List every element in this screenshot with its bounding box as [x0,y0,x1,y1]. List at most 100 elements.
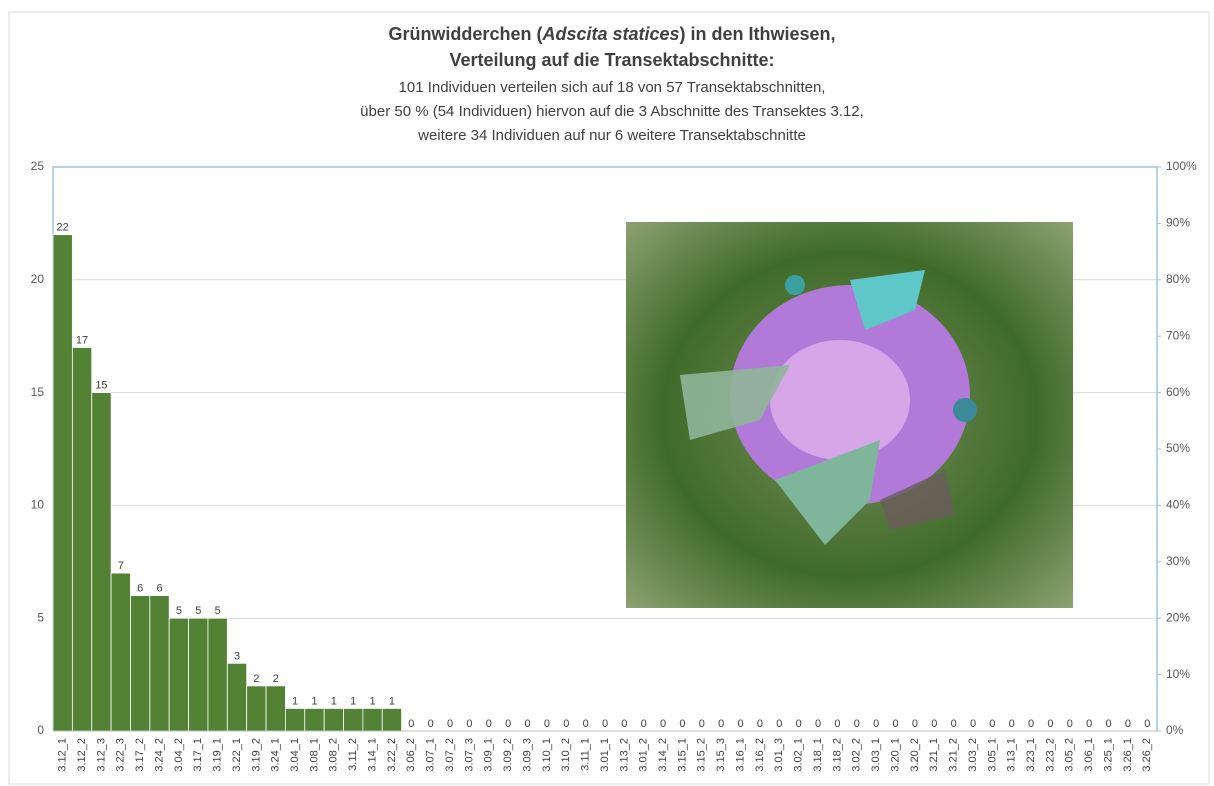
bar [72,347,91,731]
data-label: 0 [951,718,957,730]
x-tick-label: 3.04_1 [289,738,301,772]
x-tick-label: 3.19_2 [250,738,262,772]
x-tick-label: 3.05_1 [986,738,998,772]
x-tick-label: 3.01_1 [599,738,611,772]
y-tick-label: 25 [31,159,45,173]
chart: Grünwidderchen (Adscita statices) in den… [0,0,1214,786]
data-label: 0 [408,718,414,730]
bar [169,618,188,731]
data-label: 0 [1144,718,1150,730]
x-tick-label: 3.23_2 [1044,738,1056,772]
data-label: 0 [776,718,782,730]
y2-tick-label: 90% [1166,216,1190,230]
data-label: 0 [1028,718,1034,730]
data-label: 1 [370,695,376,707]
photo [626,222,1073,608]
y-tick-label: 5 [37,610,44,624]
data-label: 0 [931,718,937,730]
data-label: 0 [1106,718,1112,730]
y2-tick-label: 30% [1166,554,1190,568]
y2-tick-label: 70% [1166,328,1190,342]
x-tick-label: 3.21_1 [928,738,940,772]
bar [92,393,111,731]
x-tick-label: 3.06_2 [405,738,417,772]
data-label: 0 [738,718,744,730]
data-label: 5 [195,605,201,617]
x-tick-label: 3.17_1 [192,738,204,772]
x-tick-label: 3.11_2 [347,738,359,771]
bar [382,708,401,731]
data-label: 0 [1086,718,1092,730]
x-tick-label: 3.11_1 [580,738,592,771]
data-label: 5 [176,605,182,617]
x-tick-label: 3.22_3 [115,738,127,772]
data-label: 0 [989,718,995,730]
x-tick-label: 3.02_1 [793,738,805,772]
data-label: 0 [428,718,434,730]
bar [111,573,130,731]
x-tick-label: 3.22_2 [386,738,398,772]
x-tick-label: 3.01_3 [773,738,785,772]
title-part: ) in den Ithwiesen, [680,24,836,44]
x-tick-label: 3.23_1 [1025,738,1037,772]
x-tick-label: 3.14_2 [657,738,669,772]
data-label: 0 [1067,718,1073,730]
bar [324,708,343,731]
data-label: 1 [350,695,356,707]
y2-tick-label: 100% [1166,159,1197,173]
data-label: 6 [156,583,162,595]
x-tick-label: 3.09_2 [502,738,514,772]
x-tick-label: 3.15_2 [696,738,708,772]
data-label: 15 [95,380,107,392]
x-tick-label: 3.08_2 [328,738,340,772]
x-tick-label: 3.12_2 [76,738,88,772]
data-label: 0 [641,718,647,730]
data-label: 22 [57,222,69,234]
data-label: 0 [892,718,898,730]
y-tick-label: 10 [31,498,45,512]
x-tick-label: 3.08_1 [308,738,320,772]
x-tick-label: 3.15_1 [676,738,688,772]
data-label: 0 [854,718,860,730]
bar [208,618,227,731]
data-label: 2 [273,673,279,685]
x-tick-label: 3.19_1 [212,738,224,772]
chart-subtitle: 101 Individuen verteilen sich auf 18 von… [399,79,826,96]
bar [130,596,149,731]
y2-tick-label: 60% [1166,385,1190,399]
data-label: 2 [253,673,259,685]
title-part: Grünwidderchen ( [388,24,542,44]
data-label: 0 [699,718,705,730]
data-label: 0 [602,718,608,730]
x-tick-label: 3.13_2 [618,738,630,772]
data-label: 6 [137,583,143,595]
data-label: 0 [563,718,569,730]
y2-tick-label: 10% [1166,667,1190,681]
x-tick-label: 3.03_1 [870,738,882,772]
x-tick-label: 3.16_1 [734,738,746,772]
title-part: Adscita statices [541,24,679,44]
chart-title: Verteilung auf die Transektabschnitte: [449,50,774,70]
data-label: 3 [234,650,240,662]
x-tick-label: 3.07_3 [463,738,475,772]
data-label: 0 [1047,718,1053,730]
bar [247,686,266,731]
x-tick-label: 3.07_1 [425,738,437,772]
y-tick-label: 20 [31,272,45,286]
data-label: 0 [524,718,530,730]
bar [189,618,208,731]
x-tick-label: 3.13_1 [1006,738,1018,772]
chart-subtitle: über 50 % (54 Individuen) hiervon auf di… [360,103,864,120]
bar [227,663,246,731]
bar [305,708,324,731]
y2-tick-label: 20% [1166,610,1190,624]
x-tick-label: 3.10_2 [560,738,572,772]
y-tick-label: 15 [31,385,45,399]
data-label: 0 [447,718,453,730]
data-label: 0 [970,718,976,730]
y2-tick-label: 80% [1166,272,1190,286]
x-tick-label: 3.02_2 [851,738,863,772]
x-tick-label: 3.10_1 [541,738,553,772]
data-label: 0 [660,718,666,730]
x-tick-label: 3.26_1 [1122,738,1134,772]
